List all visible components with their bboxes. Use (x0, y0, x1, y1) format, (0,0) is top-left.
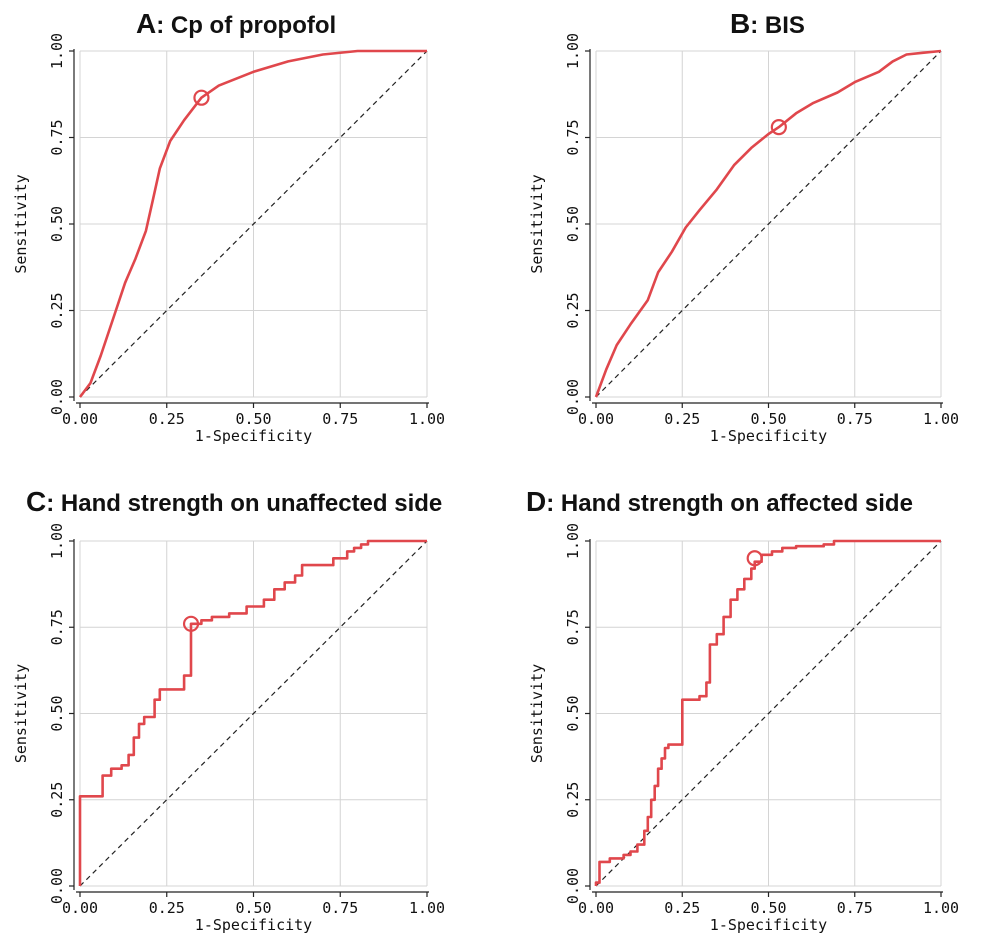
roc-panel-b: B: BIS 0.00 0.25 0.50 0.75 1.00 0.00 0.25 0.50 0… (520, 0, 984, 470)
x-tick-label: 0.00 (62, 410, 98, 428)
y-tick-label: 1.00 (564, 33, 582, 69)
x-tick-label: 0.25 (149, 410, 185, 428)
x-tick-label: 0.00 (578, 410, 614, 428)
y-axis-title: Sensitivity (12, 664, 30, 763)
x-tick-label: 0.50 (750, 899, 786, 917)
panel-title-text: : Cp of propofol (156, 12, 337, 39)
panel-letter: A (136, 8, 157, 39)
y-tick-label: 0.25 (48, 292, 66, 328)
panel-letter: C (26, 486, 47, 517)
chart-title: B: BIS (730, 8, 805, 40)
x-tick-label: 1.00 (923, 410, 959, 428)
roc-panel-c: C: Hand strength on unaffected side 0.00… (0, 476, 480, 946)
y-tick-label: 1.00 (564, 523, 582, 559)
y-tick-label: 0.75 (564, 119, 582, 155)
chart-title: A: Cp of propofol (136, 8, 336, 40)
y-tick-label: 0.25 (564, 782, 582, 818)
y-tick-label: 0.75 (48, 119, 66, 155)
roc-chart-svg: 0.00 0.25 0.50 0.75 1.00 0.00 0.25 0.50 0.75 1.00… (528, 33, 959, 445)
x-tick-label: 0.75 (837, 899, 873, 917)
x-tick-label: 0.25 (149, 899, 185, 917)
y-tick-label: 0.25 (564, 292, 582, 328)
roc-curve (78, 49, 427, 398)
optimal-cutoff-marker (193, 89, 210, 106)
x-tick-label: 0.75 (837, 410, 873, 428)
y-tick-label: 0.00 (564, 379, 582, 415)
reference-diagonal (79, 540, 428, 887)
y-tick-label: 0.50 (564, 206, 582, 242)
x-tick-label: 0.25 (664, 899, 700, 917)
x-tick-label: 0.00 (62, 899, 98, 917)
y-tick-label: 0.50 (48, 695, 66, 731)
y-tick-label: 0.75 (564, 609, 582, 645)
y-axis-title: Sensitivity (528, 174, 546, 273)
panel-title-text: : Hand strength on affected side (546, 490, 913, 517)
roc-chart-svg: 0.00 0.25 0.50 0.75 1.00 0.00 0.25 0.50 0.75 1.00… (12, 523, 445, 934)
y-tick-label: 0.00 (564, 868, 582, 904)
y-tick-label: 0.75 (48, 609, 66, 645)
panel-letter: D (526, 486, 547, 517)
reference-diagonal (79, 50, 428, 398)
reference-diagonal (595, 50, 942, 398)
y-tick-label: 0.00 (48, 379, 66, 415)
y-axis-title: Sensitivity (528, 664, 546, 763)
optimal-cutoff-marker (770, 119, 787, 136)
x-tick-label: 0.50 (235, 410, 271, 428)
x-axis-title: 1-Specificity (195, 427, 312, 445)
x-axis-title: 1-Specificity (710, 427, 827, 445)
x-tick-label: 0.00 (578, 899, 614, 917)
optimal-cutoff-marker (182, 615, 200, 632)
x-tick-label: 0.75 (322, 410, 358, 428)
y-tick-label: 0.25 (48, 782, 66, 818)
y-tick-label: 0.00 (48, 868, 66, 904)
y-axis-title: Sensitivity (12, 174, 30, 273)
x-axis-title: 1-Specificity (195, 916, 312, 934)
panel-title-text: : BIS (750, 12, 805, 39)
y-tick-label: 1.00 (48, 33, 66, 69)
chart-title: D: Hand strength on affected side (526, 486, 913, 518)
optimal-cutoff-marker (746, 550, 763, 567)
chart-title: C: Hand strength on unaffected side (26, 486, 442, 518)
x-tick-label: 0.25 (664, 410, 700, 428)
roc-curve (594, 49, 942, 398)
roc-chart-svg: 0.00 0.25 0.50 0.75 1.00 0.00 0.25 0.50 0.75 1.00… (12, 33, 445, 445)
y-tick-label: 0.50 (564, 695, 582, 731)
reference-diagonal (595, 540, 942, 887)
roc-chart-svg: 0.00 0.25 0.50 0.75 1.00 0.00 0.25 0.50 0.75 1.00… (528, 523, 959, 934)
panel-letter: B (730, 8, 751, 39)
y-tick-label: 0.50 (48, 206, 66, 242)
roc-panel-a: A: Cp of propofol 0.00 0.25 0.50 0.75 1.00 0.… (0, 0, 480, 470)
roc-curve (78, 539, 427, 886)
x-tick-label: 1.00 (409, 410, 445, 428)
x-axis-title: 1-Specificity (710, 916, 827, 934)
roc-curve (594, 539, 941, 886)
x-tick-label: 0.75 (322, 899, 358, 917)
roc-panel-d: D: Hand strength on affected side 0.00 0.… (520, 476, 984, 946)
panel-title-text: : Hand strength on unaffected side (46, 490, 443, 517)
x-tick-label: 0.50 (750, 410, 786, 428)
x-tick-label: 1.00 (923, 899, 959, 917)
x-tick-label: 1.00 (409, 899, 445, 917)
y-tick-label: 1.00 (48, 523, 66, 559)
x-tick-label: 0.50 (235, 899, 271, 917)
